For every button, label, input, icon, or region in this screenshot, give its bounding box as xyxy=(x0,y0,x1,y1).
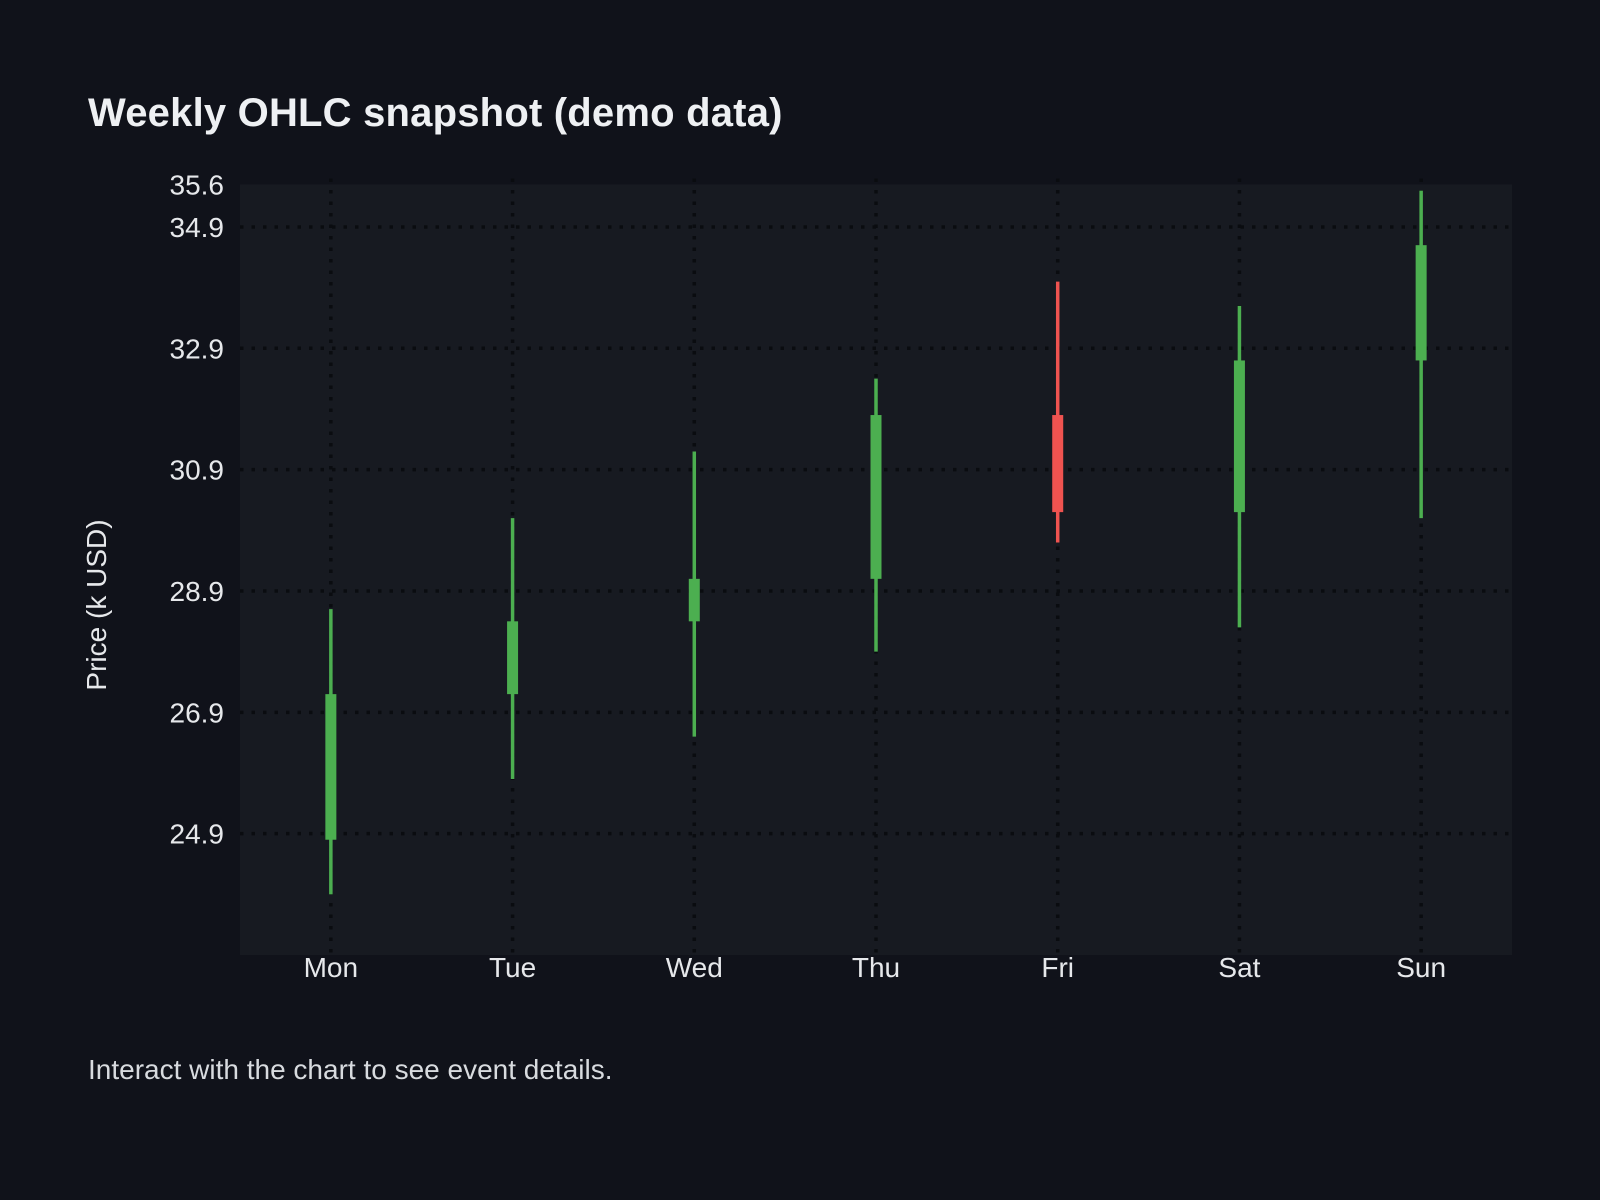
candle-body-sun[interactable] xyxy=(1415,245,1427,361)
y-axis-title: Price (k USD) xyxy=(81,519,112,690)
x-tick-label-mon: Mon xyxy=(304,952,358,983)
y-tick-label-28.9: 28.9 xyxy=(170,576,225,607)
candle-sat[interactable] xyxy=(1233,305,1245,628)
footer-hint: Interact with the chart to see event det… xyxy=(88,1054,613,1085)
candle-tue[interactable] xyxy=(507,518,519,780)
candle-thu[interactable] xyxy=(870,378,882,652)
candle-body-fri[interactable] xyxy=(1052,415,1064,513)
y-tick-label-34.9: 34.9 xyxy=(170,212,225,243)
y-tick-label-35.6: 35.6 xyxy=(170,170,225,201)
x-tick-label-wed: Wed xyxy=(666,952,723,983)
candle-fri[interactable] xyxy=(1052,281,1064,543)
candle-body-wed[interactable] xyxy=(688,578,700,622)
y-tick-label-26.9: 26.9 xyxy=(170,697,225,728)
candle-wed[interactable] xyxy=(688,451,700,737)
x-tick-label-thu: Thu xyxy=(852,952,900,983)
y-tick-label-30.9: 30.9 xyxy=(170,455,225,486)
chart-title: Weekly OHLC snapshot (demo data) xyxy=(88,91,783,135)
candle-body-mon[interactable] xyxy=(325,694,337,840)
candle-body-tue[interactable] xyxy=(507,621,519,695)
x-tick-label-sun: Sun xyxy=(1396,952,1446,983)
candle-body-thu[interactable] xyxy=(870,415,882,579)
y-tick-label-32.9: 32.9 xyxy=(170,333,225,364)
x-tick-label-tue: Tue xyxy=(489,952,536,983)
candle-sun[interactable] xyxy=(1415,190,1427,519)
x-tick-label-sat: Sat xyxy=(1218,952,1260,983)
x-tick-label-fri: Fri xyxy=(1041,952,1074,983)
candle-body-sat[interactable] xyxy=(1233,360,1245,513)
y-tick-label-24.9: 24.9 xyxy=(170,819,225,850)
candle-mon[interactable] xyxy=(325,609,337,895)
